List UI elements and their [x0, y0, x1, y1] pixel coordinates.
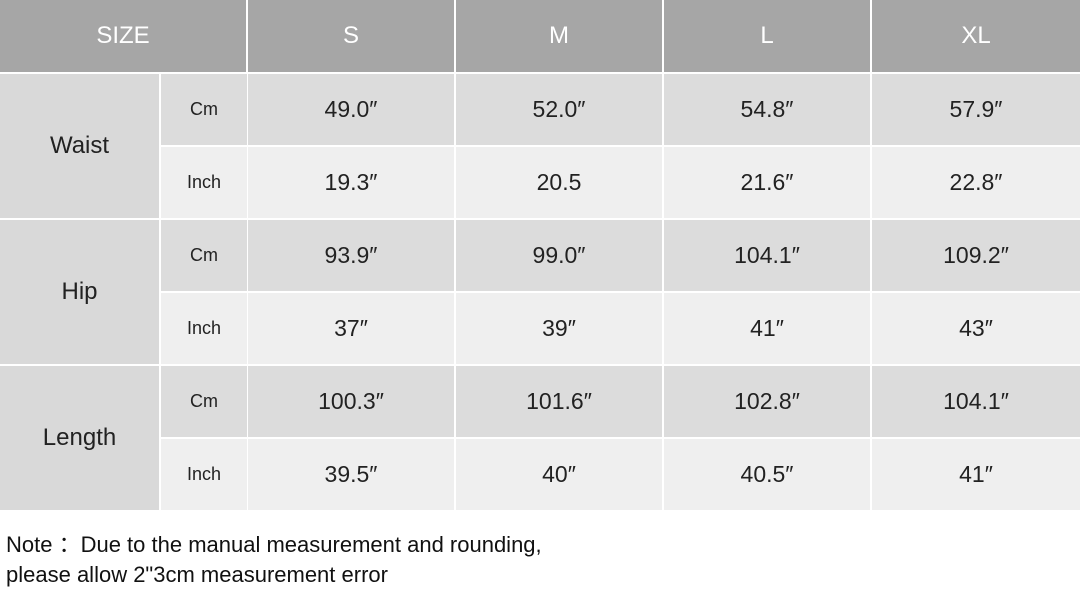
- value-cell: 93.9″: [248, 220, 454, 291]
- unit-cell: Cm: [161, 220, 247, 291]
- header-cell: SIZE: [0, 0, 246, 72]
- value-cell: 22.8″: [872, 147, 1080, 218]
- value-cell: 102.8″: [664, 366, 870, 437]
- header-cell: M: [456, 0, 662, 72]
- value-cell: 101.6″: [456, 366, 662, 437]
- row-group-label: Length: [0, 366, 159, 510]
- value-cell: 99.0″: [456, 220, 662, 291]
- value-cell: 54.8″: [664, 74, 870, 145]
- unit-cell: Cm: [161, 74, 247, 145]
- value-cell: 52.0″: [456, 74, 662, 145]
- value-cell: 37″: [248, 293, 454, 364]
- note-line: please allow 2"3cm measurement error: [6, 562, 388, 587]
- unit-cell: Inch: [161, 293, 247, 364]
- value-cell: 40.5″: [664, 439, 870, 510]
- note-line: Note ：Due to the manual measurement and …: [6, 532, 542, 557]
- row-group-label: Waist: [0, 74, 159, 218]
- header-cell: S: [248, 0, 454, 72]
- value-cell: 21.6″: [664, 147, 870, 218]
- value-cell: 39″: [456, 293, 662, 364]
- value-cell: 19.3″: [248, 147, 454, 218]
- value-cell: 49.0″: [248, 74, 454, 145]
- value-cell: 100.3″: [248, 366, 454, 437]
- value-cell: 20.5: [456, 147, 662, 218]
- value-cell: 104.1″: [872, 366, 1080, 437]
- value-cell: 57.9″: [872, 74, 1080, 145]
- header-cell: XL: [872, 0, 1080, 72]
- unit-cell: Inch: [161, 439, 247, 510]
- unit-cell: Cm: [161, 366, 247, 437]
- value-cell: 41″: [664, 293, 870, 364]
- value-cell: 39.5″: [248, 439, 454, 510]
- header-cell: L: [664, 0, 870, 72]
- value-cell: 104.1″: [664, 220, 870, 291]
- value-cell: 109.2″: [872, 220, 1080, 291]
- value-cell: 43″: [872, 293, 1080, 364]
- unit-cell: Inch: [161, 147, 247, 218]
- row-group-label: Hip: [0, 220, 159, 364]
- value-cell: 41″: [872, 439, 1080, 510]
- value-cell: 40″: [456, 439, 662, 510]
